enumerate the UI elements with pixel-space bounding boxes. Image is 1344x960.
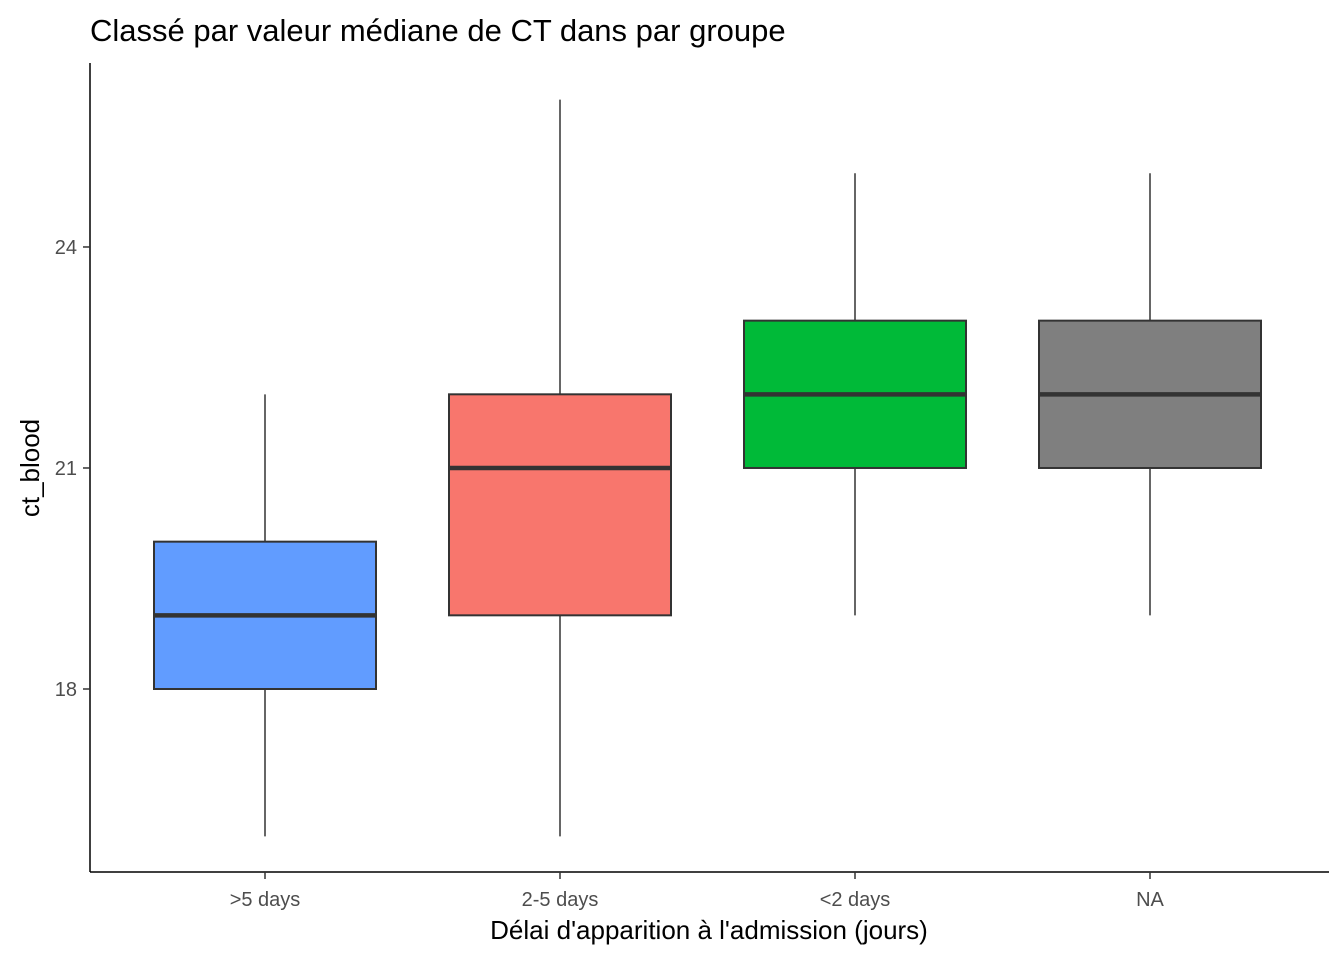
plot-area (153, 99, 1262, 837)
box-iqr (448, 393, 672, 617)
box-group (1038, 173, 1262, 616)
y-tick-label: 21 (55, 458, 77, 480)
x-tick-label: <2 days (820, 889, 891, 911)
x-tick-label: 2-5 days (522, 889, 599, 911)
x-tick-label: >5 days (230, 889, 301, 911)
y-tick-label: 24 (55, 237, 77, 259)
box-group (153, 394, 377, 837)
x-axis-ticks: >5 days 2-5 days <2 days NA (230, 872, 1165, 911)
box-group (448, 99, 672, 837)
chart-title: Classé par valeur médiane de CT dans par… (90, 13, 786, 48)
x-tick-label: NA (1136, 889, 1164, 911)
y-tick-label: 18 (55, 679, 77, 701)
x-axis-title: Délai d'apparition à l'admission (jours) (490, 915, 928, 945)
y-axis-title: ct_blood (15, 419, 45, 517)
y-axis-ticks: 18 21 24 (55, 237, 90, 701)
box-group (743, 173, 967, 616)
